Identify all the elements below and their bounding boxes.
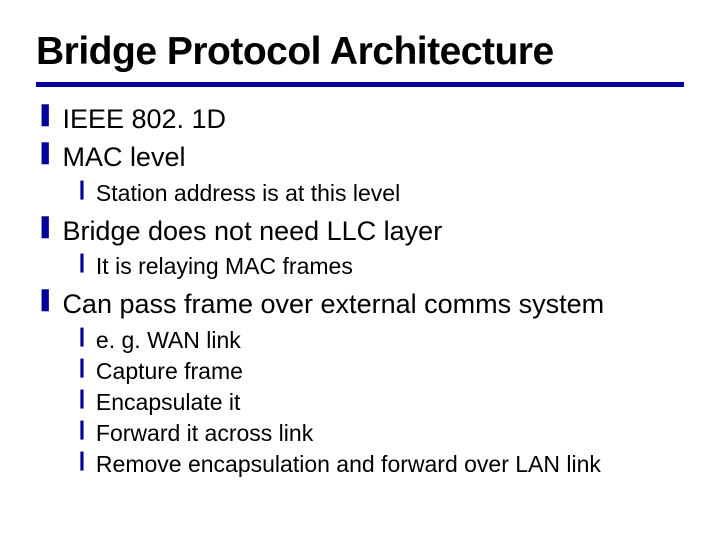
bullet-lvl2: ❙Remove encapsulation and forward over L…: [74, 449, 684, 480]
bullet-text: Remove encapsulation and forward over LA…: [96, 449, 601, 480]
bullet-lvl1: ❚ Bridge does not need LLC layer: [36, 213, 684, 249]
sub-bullet-list: ❙Station address is at this level: [74, 178, 684, 209]
bullet-marker-icon: ❙: [74, 449, 90, 473]
sub-bullet-list: ❙It is relaying MAC frames: [74, 251, 684, 282]
bullet-lvl2: ❙Capture frame: [74, 356, 684, 387]
bullet-text: It is relaying MAC frames: [96, 251, 353, 282]
bullet-marker-icon: ❚: [36, 213, 54, 239]
slide: Bridge Protocol Architecture ❚ IEEE 802. …: [0, 0, 720, 540]
slide-title: Bridge Protocol Architecture: [36, 30, 684, 74]
bullet-marker-icon: ❙: [74, 178, 90, 202]
bullet-lvl1: ❚ MAC level: [36, 139, 684, 175]
bullet-lvl2: ❙Encapsulate it: [74, 387, 684, 418]
bullet-lvl1: ❚ IEEE 802. 1D: [36, 101, 684, 137]
bullet-lvl2: ❙Forward it across link: [74, 418, 684, 449]
bullet-text: IEEE 802. 1D: [62, 101, 226, 137]
bullet-text: Encapsulate it: [96, 387, 240, 418]
bullet-lvl2: ❙It is relaying MAC frames: [74, 251, 684, 282]
bullet-text: Station address is at this level: [96, 178, 400, 209]
bullet-text: Capture frame: [96, 356, 243, 387]
bullet-marker-icon: ❙: [74, 325, 90, 349]
bullet-marker-icon: ❙: [74, 251, 90, 275]
bullet-marker-icon: ❙: [74, 418, 90, 442]
bullet-marker-icon: ❙: [74, 387, 90, 411]
bullet-marker-icon: ❚: [36, 286, 54, 312]
bullet-text: Forward it across link: [96, 418, 313, 449]
bullet-text: Can pass frame over external comms syste…: [62, 286, 604, 322]
bullet-marker-icon: ❚: [36, 101, 54, 127]
bullet-lvl1: ❚ Can pass frame over external comms syst…: [36, 286, 684, 322]
bullet-lvl2: ❙e. g. WAN link: [74, 325, 684, 356]
bullet-lvl2: ❙Station address is at this level: [74, 178, 684, 209]
bullet-text: e. g. WAN link: [96, 325, 241, 356]
bullet-marker-icon: ❙: [74, 356, 90, 380]
title-rule: [36, 82, 684, 87]
bullet-text: MAC level: [62, 139, 185, 175]
sub-bullet-list: ❙e. g. WAN link❙Capture frame❙Encapsulat…: [74, 325, 684, 480]
bullet-marker-icon: ❚: [36, 139, 54, 165]
bullet-list: ❚IEEE 802. 1D❚MAC level❙Station address …: [36, 101, 684, 480]
bullet-text: Bridge does not need LLC layer: [62, 213, 442, 249]
